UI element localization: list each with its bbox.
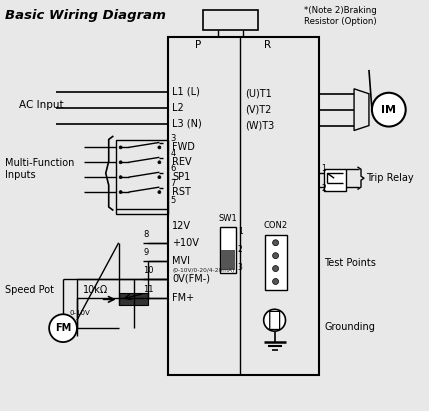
Text: L1 (L): L1 (L)	[172, 87, 200, 97]
Text: Basic Wiring Diagram: Basic Wiring Diagram	[6, 9, 166, 22]
Text: 10kΩ: 10kΩ	[83, 285, 108, 296]
Circle shape	[272, 279, 278, 284]
Bar	[168, 37, 319, 375]
Bar	[220, 227, 236, 272]
Text: 4: 4	[170, 149, 175, 158]
Text: FWD: FWD	[172, 142, 195, 152]
Text: (W)T3: (W)T3	[245, 120, 274, 131]
Circle shape	[119, 191, 122, 194]
Bar	[221, 250, 235, 270]
Text: MVI: MVI	[172, 256, 190, 266]
Text: Test Points: Test Points	[324, 258, 376, 268]
Text: L3 (N): L3 (N)	[172, 118, 202, 129]
Circle shape	[158, 146, 161, 149]
Circle shape	[158, 191, 161, 194]
Text: AC Input: AC Input	[19, 100, 64, 110]
Text: 8: 8	[143, 230, 149, 239]
Circle shape	[119, 161, 122, 164]
Text: P: P	[195, 40, 201, 50]
Text: +10V: +10V	[172, 238, 199, 248]
Text: ⏚: ⏚	[268, 310, 281, 330]
Text: Trip Relay: Trip Relay	[366, 173, 414, 183]
Text: IM: IM	[381, 105, 396, 115]
Text: 7: 7	[170, 179, 176, 188]
Text: 10: 10	[143, 266, 154, 275]
Text: 5: 5	[170, 196, 175, 205]
Text: *(Note 2)Braking
Resistor (Option): *(Note 2)Braking Resistor (Option)	[305, 6, 377, 26]
Circle shape	[158, 176, 161, 179]
Text: Multi-Function
Inputs: Multi-Function Inputs	[6, 159, 75, 180]
Text: FM+: FM+	[172, 293, 194, 303]
Circle shape	[49, 314, 77, 342]
Text: 1: 1	[238, 227, 242, 236]
Circle shape	[272, 240, 278, 246]
Text: 6: 6	[170, 164, 176, 173]
Text: 3: 3	[170, 134, 176, 143]
Text: Grounding: Grounding	[324, 322, 375, 332]
Bar	[265, 235, 287, 291]
Text: 0V(FM-): 0V(FM-)	[172, 273, 210, 284]
Bar	[203, 10, 258, 30]
Text: L2: L2	[172, 103, 184, 113]
Text: CON2: CON2	[263, 221, 288, 230]
Circle shape	[272, 266, 278, 272]
Bar	[119, 293, 148, 305]
Circle shape	[264, 309, 286, 331]
Text: SP1: SP1	[172, 172, 190, 182]
Text: RST: RST	[172, 187, 191, 197]
Text: 9: 9	[143, 248, 149, 256]
Text: 2: 2	[238, 245, 242, 254]
Text: FM: FM	[55, 323, 71, 333]
Circle shape	[372, 93, 406, 127]
Text: SW1: SW1	[218, 214, 237, 223]
Text: (0-10V/0-20/4-20mA): (0-10V/0-20/4-20mA)	[172, 268, 235, 273]
Circle shape	[119, 146, 122, 149]
Text: (U)T1: (U)T1	[245, 89, 272, 99]
Circle shape	[119, 176, 122, 179]
Text: (V)T2: (V)T2	[245, 105, 271, 115]
Circle shape	[158, 161, 161, 164]
Bar	[324, 169, 346, 191]
Text: 3: 3	[238, 263, 243, 272]
Text: REV: REV	[172, 157, 192, 167]
Text: 11: 11	[143, 285, 154, 294]
Text: Speed Pot: Speed Pot	[6, 285, 54, 296]
Text: R: R	[264, 40, 271, 50]
Text: 0-10V: 0-10V	[70, 310, 91, 316]
Circle shape	[272, 253, 278, 259]
Text: 2: 2	[321, 184, 326, 193]
Text: 1: 1	[321, 164, 326, 173]
Text: 12V: 12V	[172, 221, 191, 231]
Bar	[116, 141, 168, 214]
